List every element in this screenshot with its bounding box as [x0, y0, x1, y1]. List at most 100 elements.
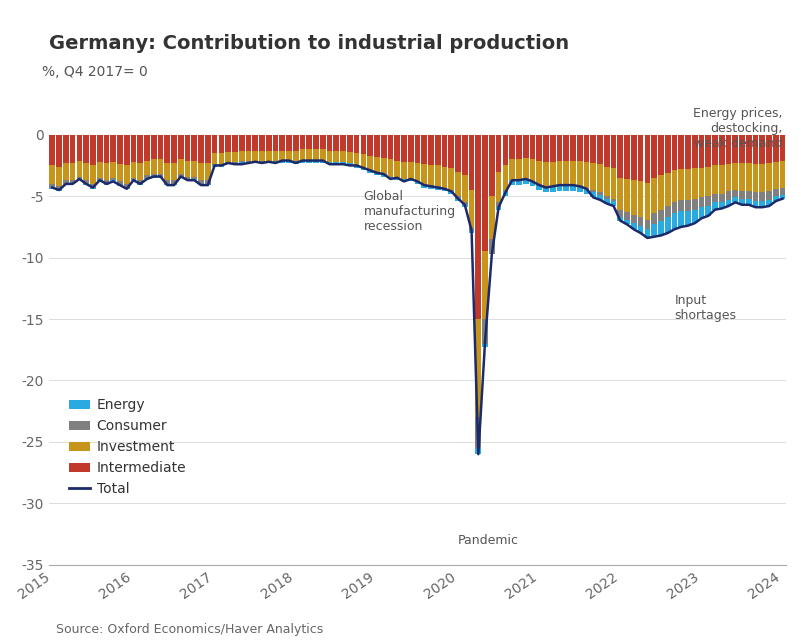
Bar — [211, 164, 218, 167]
Bar — [516, 180, 521, 185]
Bar — [401, 179, 407, 182]
Bar — [340, 151, 346, 162]
Bar — [164, 180, 170, 185]
Text: Germany: Contribution to industrial production: Germany: Contribution to industrial prod… — [49, 34, 569, 53]
Text: Input
shortages: Input shortages — [674, 295, 736, 322]
Bar — [598, 164, 603, 193]
Bar — [239, 162, 244, 163]
Bar — [280, 151, 285, 160]
Bar — [307, 160, 312, 163]
Bar — [300, 160, 305, 163]
Bar — [590, 163, 596, 190]
Legend: Energy, Consumer, Investment, Intermediate, Total: Energy, Consumer, Investment, Intermedia… — [63, 393, 191, 502]
Bar — [557, 185, 562, 191]
Bar — [610, 198, 617, 206]
Bar — [354, 166, 360, 168]
Bar — [307, 150, 312, 160]
Bar — [604, 196, 610, 204]
Bar — [327, 151, 332, 162]
Bar — [380, 174, 387, 177]
Bar — [198, 135, 204, 163]
Bar — [428, 186, 434, 189]
Bar — [732, 163, 739, 190]
Bar — [584, 135, 590, 162]
Bar — [516, 159, 521, 180]
Bar — [232, 135, 238, 152]
Bar — [63, 180, 69, 185]
Bar — [185, 179, 191, 180]
Bar — [198, 180, 204, 185]
Bar — [482, 343, 488, 347]
Bar — [435, 135, 441, 166]
Bar — [590, 190, 596, 197]
Bar — [523, 179, 529, 184]
Bar — [496, 135, 501, 171]
Bar — [259, 151, 265, 160]
Bar — [590, 193, 596, 197]
Bar — [415, 182, 421, 184]
Bar — [401, 162, 407, 179]
Bar — [103, 135, 109, 163]
Bar — [232, 163, 238, 164]
Bar — [604, 135, 610, 167]
Bar — [482, 252, 488, 319]
Bar — [489, 239, 495, 254]
Bar — [529, 135, 535, 159]
Bar — [739, 198, 745, 205]
Bar — [286, 160, 292, 163]
Bar — [671, 202, 678, 213]
Bar — [225, 135, 231, 152]
Bar — [380, 135, 387, 158]
Bar — [658, 210, 664, 221]
Bar — [360, 168, 366, 170]
Bar — [671, 213, 678, 229]
Bar — [401, 179, 407, 182]
Bar — [320, 135, 326, 150]
Bar — [90, 184, 96, 189]
Bar — [665, 173, 670, 206]
Bar — [584, 189, 590, 194]
Bar — [360, 135, 366, 154]
Bar — [732, 135, 739, 163]
Bar — [604, 167, 610, 196]
Bar — [191, 177, 197, 180]
Bar — [360, 168, 366, 170]
Bar — [307, 160, 312, 163]
Bar — [759, 135, 765, 164]
Bar — [570, 185, 576, 191]
Bar — [246, 151, 252, 160]
Bar — [77, 177, 83, 180]
Bar — [678, 135, 684, 169]
Bar — [529, 159, 535, 182]
Bar — [360, 154, 366, 168]
Bar — [692, 168, 698, 198]
Bar — [678, 200, 684, 211]
Bar — [516, 180, 521, 185]
Bar — [272, 162, 279, 163]
Bar — [523, 158, 529, 179]
Bar — [732, 197, 739, 202]
Bar — [537, 185, 542, 190]
Bar — [610, 201, 617, 206]
Bar — [624, 179, 630, 212]
Bar — [489, 135, 495, 196]
Bar — [441, 135, 448, 167]
Bar — [651, 213, 657, 225]
Bar — [198, 184, 204, 185]
Bar — [543, 186, 549, 193]
Bar — [773, 135, 779, 162]
Bar — [211, 135, 218, 153]
Bar — [557, 160, 562, 185]
Bar — [549, 186, 556, 193]
Bar — [117, 164, 123, 182]
Bar — [502, 190, 509, 196]
Bar — [151, 159, 157, 174]
Bar — [63, 163, 69, 180]
Text: Energy prices,
destocking,
weak demand: Energy prices, destocking, weak demand — [693, 107, 783, 150]
Bar — [549, 186, 556, 193]
Bar — [252, 135, 258, 151]
Bar — [509, 180, 515, 185]
Bar — [97, 162, 103, 178]
Bar — [313, 160, 319, 163]
Bar — [753, 201, 759, 207]
